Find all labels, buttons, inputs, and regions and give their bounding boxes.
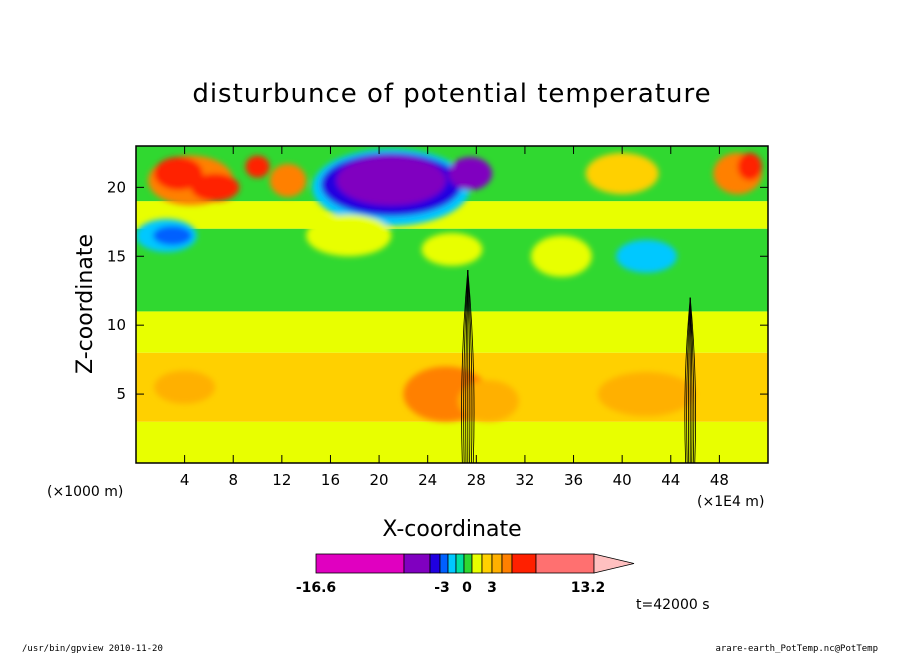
colorbar-segment	[447, 553, 457, 574]
plume-0-contour	[465, 270, 469, 463]
x-tick-label: 8	[228, 471, 238, 489]
x-tick-label: 16	[321, 471, 340, 489]
field-anomaly-10	[448, 157, 493, 191]
plume-1-contour	[689, 297, 695, 463]
x-tick-label: 36	[564, 471, 583, 489]
field-anomaly-21	[597, 372, 696, 417]
colorbar-segment	[463, 553, 473, 574]
y-tick-label: 20	[107, 178, 126, 196]
field-anomaly-4	[153, 225, 192, 246]
field-anomaly-5	[245, 155, 270, 178]
colorbar	[315, 553, 635, 574]
field-band-2	[136, 311, 768, 353]
time-label: t=42000 s	[636, 597, 710, 613]
x-tick-label: 20	[370, 471, 389, 489]
colorbar-segment	[481, 553, 493, 574]
colorbar-segment	[403, 553, 431, 574]
colorbar-label: 13.2	[571, 580, 606, 596]
y-axis-ticks: 5 10 15 20	[107, 178, 768, 403]
plot-frame	[135, 145, 769, 464]
chart-title: disturbunce of potential temperature	[192, 79, 711, 109]
field-anomaly-15	[585, 152, 659, 195]
colorbar-label: 3	[487, 580, 497, 596]
plume-1	[684, 297, 697, 463]
field-anomaly-2	[190, 173, 240, 202]
colorbar-label: -3	[434, 580, 450, 596]
colorbar-label: 0	[462, 580, 472, 596]
field-anomaly-13	[531, 235, 592, 277]
field-anomaly-9	[336, 155, 446, 206]
plume-1-contour	[689, 297, 693, 463]
colorbar-segment	[429, 553, 441, 574]
colorbar-segment	[315, 553, 405, 574]
plume-1-contour	[684, 297, 691, 463]
field-anomaly-17	[737, 152, 762, 181]
colorbar-labels: -16.6 -3 0 3 13.2	[296, 580, 605, 596]
plume-0-contour	[467, 270, 473, 463]
colorbar-segment	[501, 553, 513, 574]
colorbar-segment	[439, 553, 449, 574]
colorbar-arrow	[593, 553, 635, 574]
x-unit-right: (×1E4 m)	[697, 494, 764, 510]
x-tick-label: 32	[515, 471, 534, 489]
plume-1-contour	[688, 297, 691, 463]
field-band-0	[136, 421, 768, 463]
x-axis-label: X-coordinate	[382, 517, 521, 542]
field-anomaly-20	[154, 370, 215, 404]
plume-1-contour	[689, 297, 697, 463]
field-anomaly-12	[421, 232, 483, 266]
colorbar-label: -16.6	[296, 580, 336, 596]
x-axis-ticks: 4 8 12 16 20 24 28 32 36 40 44 48	[180, 146, 729, 489]
x-tick-label: 4	[180, 471, 190, 489]
footer-left: /usr/bin/gpview 2010-11-20	[22, 644, 163, 654]
field-anomaly-6	[269, 163, 307, 197]
field-anomaly-1	[154, 157, 203, 191]
plume-0-contour	[463, 270, 469, 463]
y-axis-label: Z-coordinate	[73, 234, 98, 374]
field-anomaly-19	[458, 380, 519, 422]
plume-0-contour	[467, 270, 475, 463]
x-tick-label: 24	[418, 471, 437, 489]
plume-0-contour	[467, 270, 471, 463]
x-tick-label: 48	[710, 471, 729, 489]
field-anomaly-14	[616, 239, 677, 273]
x-tick-label: 12	[272, 471, 291, 489]
colorbar-segment	[511, 553, 537, 574]
contour-field	[136, 146, 768, 463]
y-tick-label: 15	[107, 247, 126, 265]
colorbar-segment	[471, 553, 483, 574]
plume-0-contour	[461, 270, 469, 463]
colorbar-segment	[491, 553, 503, 574]
plume-0	[461, 270, 475, 463]
y-tick-label: 5	[116, 385, 126, 403]
footer-right: arare-earth_PotTemp.nc@PotTemp	[715, 644, 878, 654]
x-unit-left: (×1000 m)	[47, 484, 123, 500]
x-tick-label: 44	[661, 471, 680, 489]
colorbar-segment	[535, 553, 595, 574]
field-anomaly-11	[306, 214, 392, 257]
field-blobs	[136, 148, 762, 422]
y-tick-label: 10	[107, 316, 126, 334]
x-tick-label: 28	[467, 471, 486, 489]
x-tick-label: 40	[613, 471, 632, 489]
colorbar-segment	[455, 553, 465, 574]
plume-1-contour	[686, 297, 691, 463]
